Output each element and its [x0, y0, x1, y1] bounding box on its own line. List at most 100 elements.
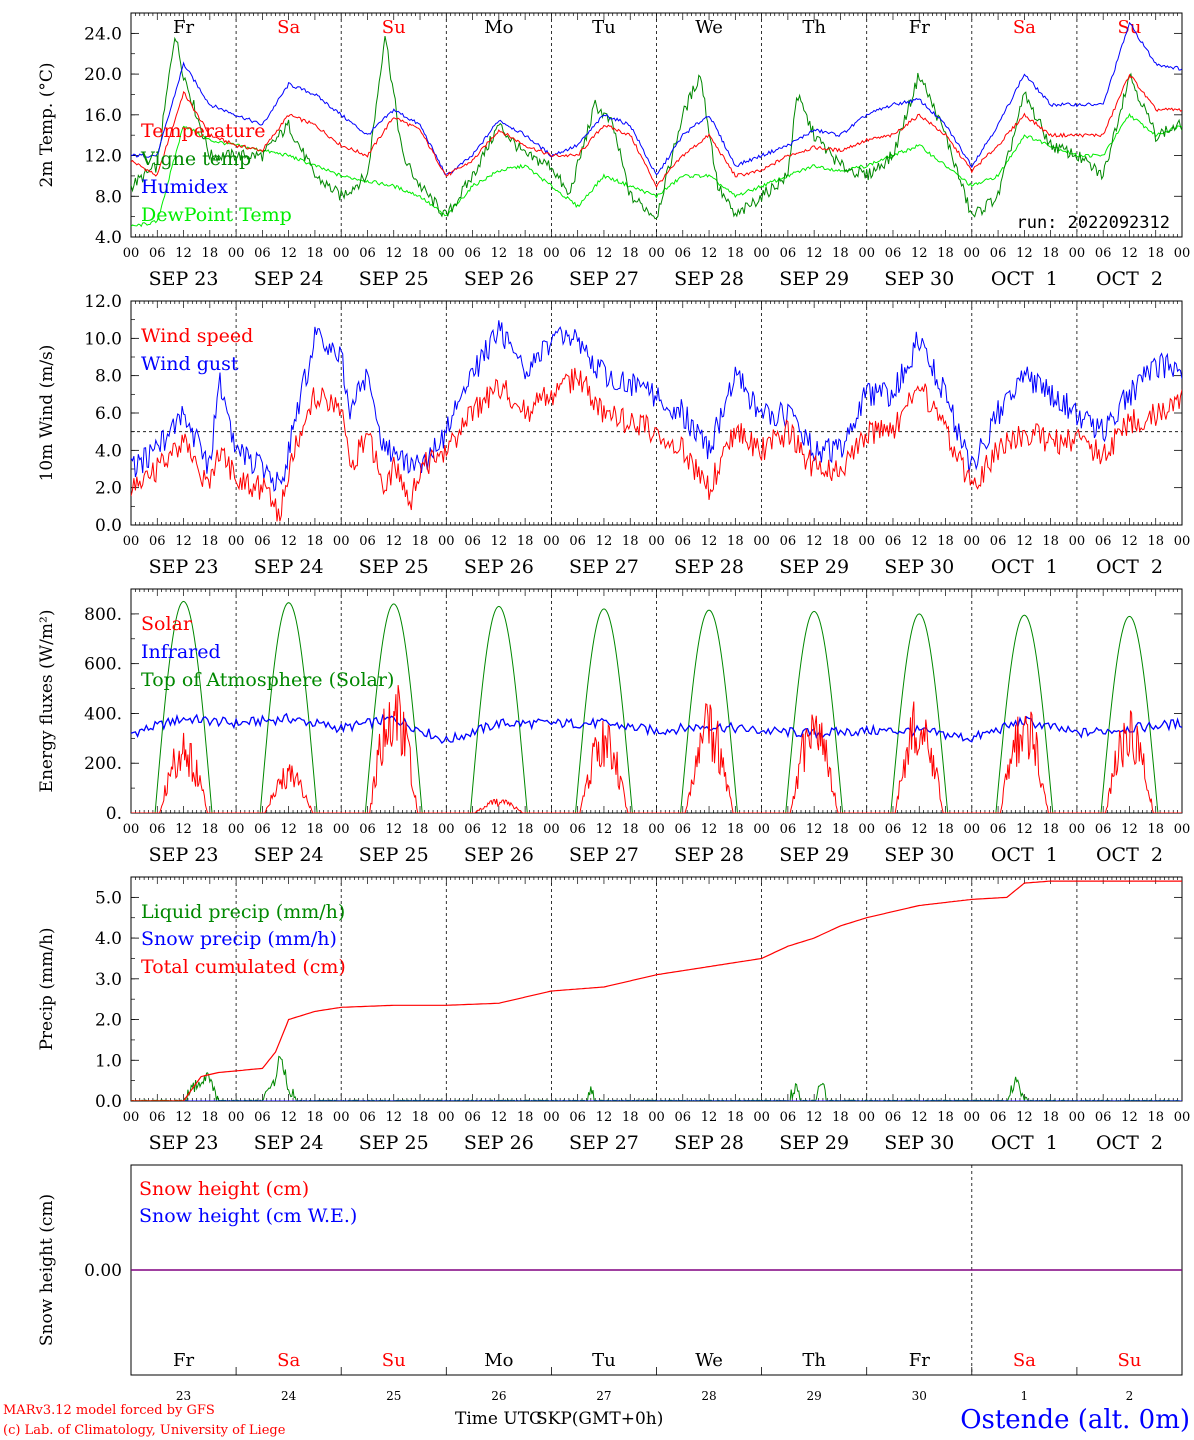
hour-tick-label: 12: [911, 1110, 928, 1125]
day-number-label: 27: [596, 1389, 611, 1403]
series-line-toa: [131, 600, 1182, 813]
hour-tick-label: 18: [622, 246, 639, 261]
hour-tick-label: 18: [727, 822, 744, 837]
day-of-week-label: Sa: [277, 17, 300, 38]
date-label: OCT 2: [1096, 268, 1163, 290]
y-axis-label: 10m Wind (m/s): [37, 345, 57, 482]
hour-tick-label: 18: [1042, 822, 1059, 837]
date-label: SEP 24: [254, 268, 324, 290]
date-label: SEP 23: [149, 844, 219, 866]
day-number-label: 2: [1126, 1389, 1134, 1403]
date-label: OCT 1: [991, 1132, 1058, 1154]
date-label: SEP 26: [464, 556, 534, 578]
hour-tick-label: 00: [648, 534, 665, 549]
y-tick-label: 12.0: [84, 292, 122, 312]
day-of-week-label: Sa: [1013, 1350, 1036, 1371]
panel-wind: 0.0 2.0 4.0 6.0 8.0 10.0 12.0 10m Wind (m/s) 00 0…: [37, 292, 1190, 578]
hour-tick-label: 18: [517, 1110, 534, 1125]
day-of-week-label: Tu: [592, 1350, 616, 1371]
y-tick-label: 5.0: [95, 888, 122, 908]
date-label: OCT 1: [991, 268, 1058, 290]
hour-tick-label: 06: [885, 822, 902, 837]
y-axis-label: Precip (mm/h): [37, 927, 57, 1050]
hour-tick-label: 12: [1121, 1110, 1138, 1125]
hour-tick-label: 12: [806, 534, 823, 549]
date-label: OCT 2: [1096, 844, 1163, 866]
series-line-blue: [131, 320, 1182, 492]
y-tick-label: 6.0: [95, 404, 122, 424]
day-of-week-label: Sa: [277, 1350, 300, 1371]
day-of-week-label: Su: [382, 1350, 406, 1371]
hour-tick-label: 00: [123, 246, 140, 261]
date-label: SEP 27: [569, 1132, 639, 1154]
series-line-blue: [131, 21, 1182, 176]
hour-tick-label: 00: [648, 1110, 665, 1125]
day-of-week-label: We: [695, 17, 723, 38]
date-label: SEP 29: [779, 844, 849, 866]
hour-tick-label: 18: [1042, 534, 1059, 549]
hour-tick-label: 00: [1174, 822, 1191, 837]
hour-tick-label: 00: [543, 822, 560, 837]
hour-tick-label: 06: [675, 1110, 692, 1125]
hour-tick-label: 00: [228, 534, 245, 549]
date-label: SEP 26: [464, 844, 534, 866]
hour-tick-label: 00: [753, 822, 770, 837]
date-label: SEP 23: [149, 268, 219, 290]
y-axis-label: Energy fluxes (W/m²): [37, 610, 57, 793]
y-tick-label: 600.: [84, 655, 122, 675]
legend-entry: Snow height (cm): [139, 1178, 309, 1200]
y-tick-label: 2.0: [95, 479, 122, 499]
date-label: SEP 23: [149, 556, 219, 578]
hour-tick-label: 18: [202, 1110, 219, 1125]
legend-entry: Humidex: [141, 176, 228, 198]
y-tick-label: 10.0: [84, 329, 122, 349]
hour-tick-label: 12: [911, 822, 928, 837]
y-tick-label: 12.0: [84, 147, 122, 167]
panel-temp: 4.0 8.0 12.0 16.0 20.0 24.0 2m Temp. (°C) 00 06 1…: [37, 12, 1191, 290]
day-of-week-label: Fr: [909, 1350, 930, 1371]
plot-frame: [130, 588, 1183, 814]
hour-tick-label: 06: [885, 534, 902, 549]
legend-entry: Top of Atmosphere (Solar): [141, 669, 394, 691]
hour-tick-label: 18: [1042, 1110, 1059, 1125]
run-label: run: 2022092312: [1016, 213, 1170, 233]
hour-tick-label: 18: [517, 534, 534, 549]
hour-tick-label: 12: [806, 246, 823, 261]
hour-tick-label: 06: [149, 1110, 166, 1125]
hour-tick-label: 00: [1174, 1110, 1191, 1125]
date-label: SEP 30: [884, 844, 954, 866]
hour-tick-label: 00: [1069, 822, 1086, 837]
hour-tick-label: 18: [307, 1110, 324, 1125]
hour-tick-label: 18: [727, 1110, 744, 1125]
hour-tick-label: 00: [1069, 246, 1086, 261]
hour-tick-label: 00: [648, 246, 665, 261]
legend-entry: Total cumulated (cm): [141, 956, 346, 978]
day-of-week-label: Th: [802, 1350, 826, 1371]
date-label: SEP 29: [779, 268, 849, 290]
hour-tick-label: 06: [464, 1110, 481, 1125]
hour-tick-label: 00: [1069, 534, 1086, 549]
hour-tick-label: 18: [937, 246, 954, 261]
hour-tick-label: 00: [858, 246, 875, 261]
day-number-label: 26: [491, 1389, 506, 1403]
hour-tick-label: 06: [1095, 1110, 1112, 1125]
y-tick-label: 20.0: [84, 65, 122, 85]
hour-tick-label: 00: [1174, 246, 1191, 261]
series-line-red: [131, 367, 1182, 522]
legend-entry: Wind speed: [141, 325, 253, 347]
panel-energy: 0. 200. 400. 600. 800. Energy fluxes (W/m²) 00…: [37, 588, 1191, 866]
hour-tick-label: 18: [727, 534, 744, 549]
hour-tick-label: 06: [359, 534, 376, 549]
date-label: SEP 27: [569, 556, 639, 578]
hour-tick-label: 00: [543, 246, 560, 261]
hour-tick-label: 18: [832, 1110, 849, 1125]
hour-tick-label: 06: [464, 246, 481, 261]
legend-entry: Liquid precip (mm/h): [141, 901, 345, 923]
hour-tick-label: 00: [228, 246, 245, 261]
hour-tick-label: 18: [412, 534, 429, 549]
legend-entry: Snow height (cm W.E.): [139, 1205, 357, 1227]
hour-tick-label: 06: [1095, 246, 1112, 261]
series-line-red: [131, 73, 1182, 189]
hour-tick-label: 00: [333, 246, 350, 261]
